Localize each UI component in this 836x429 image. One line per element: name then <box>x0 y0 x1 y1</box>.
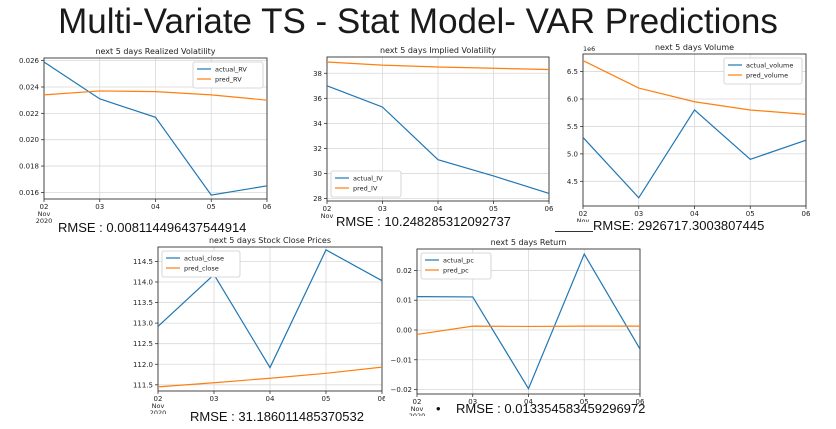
x-date-sublabel: Nov <box>577 217 590 222</box>
x-tick-label: 03 <box>468 398 477 406</box>
plot-frame <box>43 57 268 200</box>
plot-frame <box>157 246 383 392</box>
y-tick-label: 5.5 <box>567 123 578 131</box>
implied-volatility-chart: next 5 days Implied Volatility 02 03 04 05 06… <box>313 46 554 220</box>
x-date-sublabel: 2020 <box>319 219 336 220</box>
legend-label: pred_pc <box>443 267 469 275</box>
x-tick-label: 06 <box>263 203 272 211</box>
y-tick-label: 0.018 <box>19 163 39 171</box>
rmse-close-label: RMSE : 31.186011485370532 <box>190 409 364 424</box>
x-tick-label: 05 <box>580 398 589 406</box>
x-tick-label: 04 <box>434 205 443 213</box>
chart-title: next 5 days Stock Close Prices <box>209 236 331 245</box>
x-date-sublabel: Nov <box>152 402 165 410</box>
y-tick-label: 28 <box>313 195 322 203</box>
rmse-iv-label: RMSE : 10.248285312092737 <box>336 214 511 229</box>
rmse-rv-label: RMSE : 0.008114496437544914 <box>58 220 247 235</box>
y-offset-label: 1e6 <box>583 45 595 53</box>
legend-box <box>161 250 241 278</box>
y-tick-label: 0.020 <box>19 136 39 144</box>
y-tick-label: 0.00 <box>396 326 412 334</box>
chart-title: next 5 days Return <box>491 238 567 247</box>
legend-label: pred_IV <box>353 185 378 193</box>
x-tick-label: 06 <box>802 210 811 218</box>
legend-label: actual_close <box>184 255 224 263</box>
x-tick-label: 05 <box>489 205 498 213</box>
x-tick-label: 06 <box>545 205 554 213</box>
y-tick-label: −0.02 <box>391 386 412 394</box>
y-tick-label: 34 <box>313 120 322 128</box>
x-date-sublabel: Nov <box>411 405 424 413</box>
legend-label: actual_RV <box>215 66 247 74</box>
y-tick-label: 0.02 <box>396 267 412 275</box>
x-tick-label: 02 <box>154 395 163 403</box>
y-tick-label: 6.5 <box>567 68 578 76</box>
y-tick-label: 32 <box>313 145 322 153</box>
y-tick-label: 0.026 <box>19 57 40 65</box>
x-date-sublabel: 2020 <box>36 217 53 225</box>
x-tick-label: 04 <box>151 203 160 211</box>
rmse-return-bullet: • <box>436 401 441 416</box>
rmse-volume-underline <box>555 231 593 232</box>
plot-frame <box>326 56 550 202</box>
chart-title: next 5 days Implied Volatility <box>380 46 496 55</box>
legend-label: actual_IV <box>353 175 383 183</box>
y-tick-label: 112.0 <box>133 361 153 369</box>
legend-label: pred_close <box>184 265 219 273</box>
x-tick-label: 05 <box>207 203 216 211</box>
y-tick-label: −0.01 <box>391 356 412 364</box>
stock-close-chart: next 5 days Stock Close Prices 02 03 04 05 06… <box>133 236 385 414</box>
x-date-sublabel: Nov <box>321 212 334 220</box>
y-tick-label: 113.5 <box>133 299 153 307</box>
y-tick-label: 0.01 <box>396 297 412 305</box>
y-tick-label: 38 <box>313 70 322 78</box>
x-date-sublabel: 2020 <box>409 412 426 416</box>
y-tick-label: 0.022 <box>19 110 39 118</box>
chart-title: next 5 days Volume <box>655 44 734 52</box>
legend-label: pred_volume <box>746 72 788 80</box>
x-tick-label: 03 <box>634 210 643 218</box>
x-tick-label: 02 <box>579 210 588 218</box>
legend-label: actual_pc <box>443 257 474 265</box>
y-tick-label: 5.0 <box>567 150 578 158</box>
plot-frame <box>582 53 807 207</box>
y-tick-label: 0.024 <box>19 83 40 91</box>
plot-frame <box>416 248 641 395</box>
y-tick-label: 114.0 <box>133 278 153 286</box>
y-tick-label: 114.5 <box>133 258 153 266</box>
x-tick-label: 05 <box>746 210 755 218</box>
y-tick-label: 4.5 <box>567 178 578 186</box>
x-tick-label: 02 <box>40 203 49 211</box>
legend-label: actual_volume <box>746 62 793 70</box>
x-tick-label: 04 <box>690 210 699 218</box>
y-tick-label: 30 <box>313 170 322 178</box>
x-tick-label: 03 <box>378 205 387 213</box>
x-date-sublabel: Nov <box>38 210 51 218</box>
y-tick-label: 113.0 <box>133 320 153 328</box>
slide-title: Multi-Variate TS - Stat Model- VAR Predi… <box>58 2 778 41</box>
x-tick-label: 05 <box>322 395 331 403</box>
x-tick-label: 04 <box>524 398 533 406</box>
x-tick-label: 06 <box>378 395 385 403</box>
legend-label: pred_RV <box>215 76 242 84</box>
x-tick-label: 02 <box>413 398 422 406</box>
rmse-return-label: RMSE : 0.013354583459296972 <box>456 401 646 416</box>
y-tick-label: 112.5 <box>133 340 153 348</box>
rmse-volume-label: RMSE: 2926717.3003807445 <box>593 218 765 233</box>
realized-volatility-chart: next 5 days Realized Volatility 02 03 04 05 0… <box>19 47 272 225</box>
x-tick-label: 06 <box>636 398 645 406</box>
chart-title: next 5 days Realized Volatility <box>95 47 215 56</box>
x-tick-label: 03 <box>210 395 219 403</box>
legend-box <box>723 57 803 85</box>
volume-chart: next 5 days Volume0203040506Nov20204.55.… <box>567 44 811 222</box>
y-tick-label: 0.016 <box>19 189 40 197</box>
y-tick-label: 6.0 <box>567 95 578 103</box>
y-tick-label: 36 <box>313 95 322 103</box>
x-tick-label: 04 <box>266 395 275 403</box>
x-tick-label: 03 <box>95 203 104 211</box>
x-date-sublabel: 2020 <box>150 409 167 414</box>
x-tick-label: 02 <box>323 205 332 213</box>
y-tick-label: 111.5 <box>133 381 153 389</box>
